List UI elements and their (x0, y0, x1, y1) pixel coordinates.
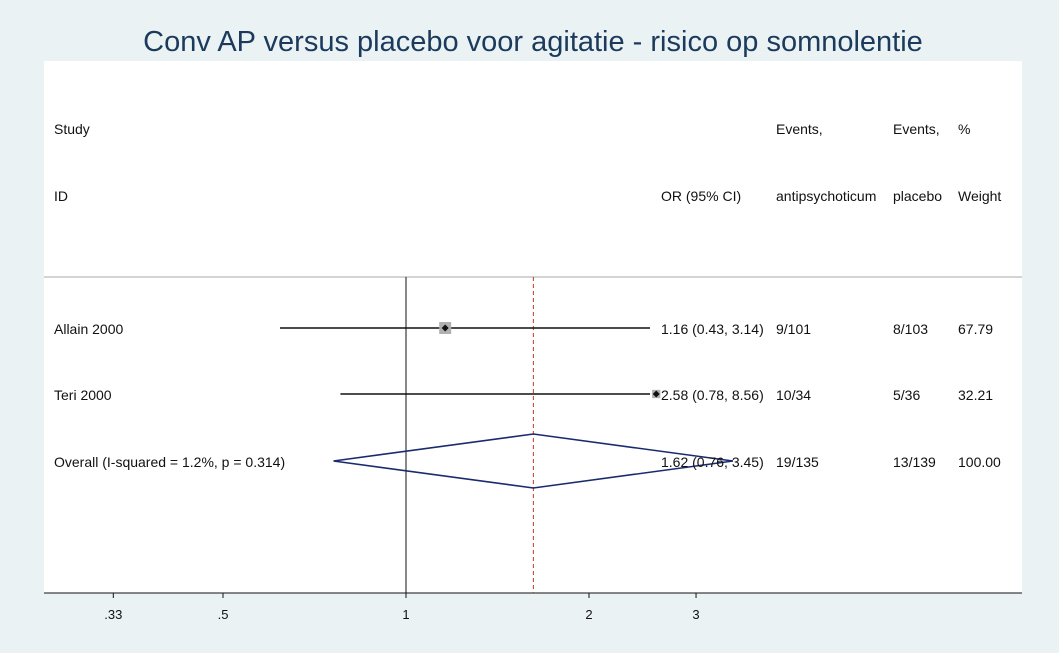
header-id: ID (54, 188, 68, 204)
overall-row: Overall (I-squared = 1.2%, p = 0.314) 1.… (54, 433, 1001, 489)
study-point-estimate (652, 390, 660, 398)
study-row: Allain 2000 1.16 (0.43, 3.14) 9/101 8/10… (54, 321, 993, 337)
overall-events-ap: 19/135 (776, 454, 819, 470)
study-events-pl: 8/103 (893, 321, 928, 337)
study-events-ap: 10/34 (776, 387, 811, 403)
study-row: Teri 2000 2.58 (0.78, 8.56) 10/34 5/36 3… (54, 387, 993, 403)
header-events-pl-bottom: placebo (893, 188, 942, 204)
overall-diamond (333, 433, 734, 489)
study-or-ci: 1.16 (0.43, 3.14) (661, 321, 764, 337)
study-weight: 67.79 (958, 321, 993, 337)
overall-events-pl: 13/139 (893, 454, 936, 470)
header-or-ci: OR (95% CI) (661, 188, 741, 204)
study-events-ap: 9/101 (776, 321, 811, 337)
header-weight-bottom: Weight (958, 188, 1001, 204)
x-tick-label: 1 (402, 607, 409, 622)
study-point-estimate (441, 324, 449, 332)
study-name: Allain 2000 (54, 321, 123, 337)
overall-or-ci: 1.62 (0.76, 3.45) (661, 454, 764, 470)
header-events-ap-top: Events, (776, 121, 823, 137)
x-tick-label: 3 (692, 607, 699, 622)
x-tick-label: .5 (218, 607, 229, 622)
x-tick-label: .33 (104, 607, 122, 622)
study-name: Teri 2000 (54, 387, 112, 403)
chart-title: Conv AP versus placebo voor agitatie - r… (143, 26, 923, 58)
overall-label: Overall (I-squared = 1.2%, p = 0.314) (54, 454, 285, 470)
header-weight-top: % (958, 121, 970, 137)
study-or-ci: 2.58 (0.78, 8.56) (661, 387, 764, 403)
header-events-pl-top: Events, (893, 121, 940, 137)
study-weight: 32.21 (958, 387, 993, 403)
study-events-pl: 5/36 (893, 387, 920, 403)
header-study: Study (54, 121, 90, 137)
x-tick-label: 2 (585, 607, 592, 622)
header-events-ap-bottom: antipsychoticum (776, 188, 876, 204)
x-axis-ticks: .33 .5 1 2 3 (104, 593, 700, 622)
overall-weight: 100.00 (958, 454, 1001, 470)
